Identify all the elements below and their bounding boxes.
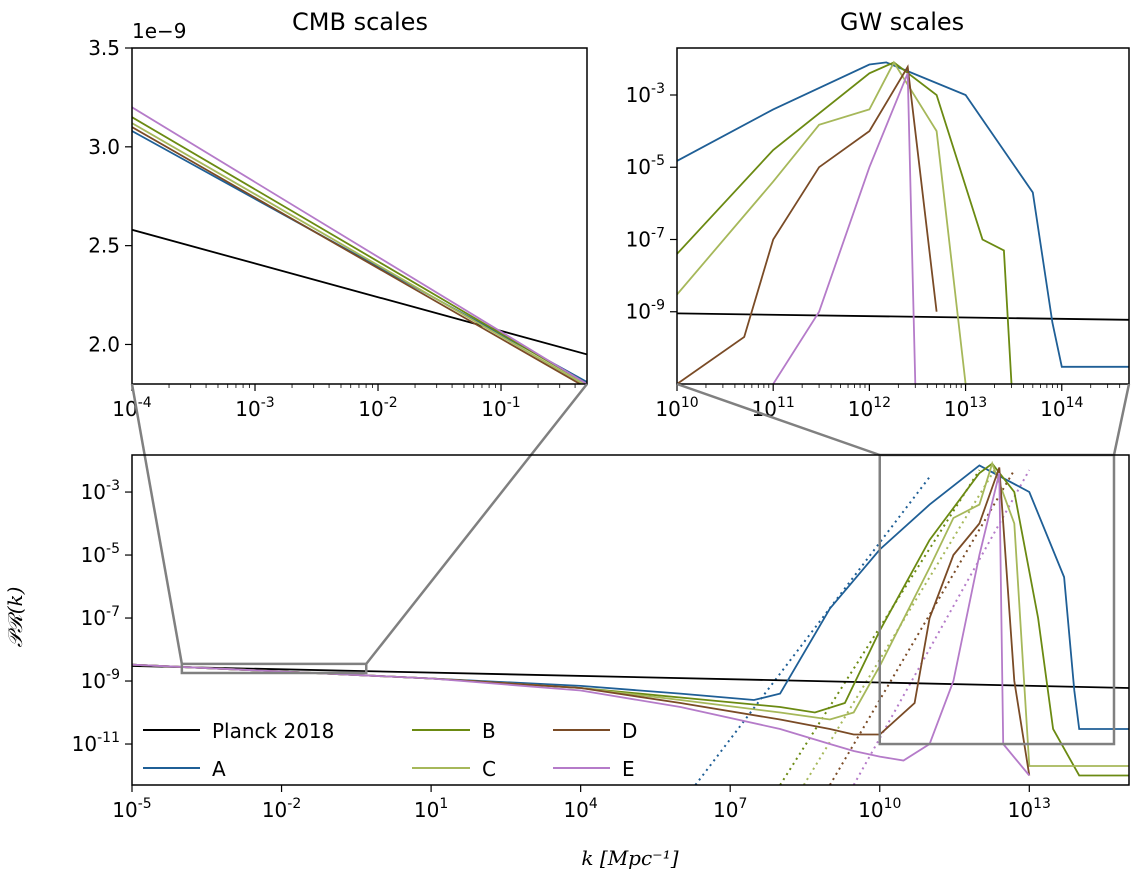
main-xtick-label: 104 [563, 796, 597, 822]
main-ytick-label: 10-9 [81, 667, 120, 693]
gw-xtick-label: 1014 [1040, 395, 1083, 421]
legend-label-d: D [622, 719, 637, 743]
main-dotted-a [694, 476, 931, 785]
zoom-connector-gw-left [676, 382, 881, 457]
main-xtick-label: 1010 [858, 796, 901, 822]
gw-xtick-label: 1013 [944, 395, 987, 421]
main-dotted-c [802, 469, 996, 785]
main-plot: 10-5 10-2 101 104 107 1010 1013 10-11 10-9 10-7 10… [72, 382, 1131, 822]
gw-series-d [677, 64, 938, 384]
main-xtick-label: 10-5 [112, 796, 151, 822]
main-series-e [132, 472, 1030, 777]
cmb-series-d [132, 126, 582, 384]
main-ytick-label: 10-11 [72, 730, 120, 756]
gw-series-b [677, 61, 1013, 384]
legend-label-e: E [622, 757, 635, 781]
gw-title: GW scales [840, 8, 964, 36]
cmb-series-e [132, 106, 587, 384]
zoom-connector-cmb-right [365, 383, 588, 665]
legend-label-planck: Planck 2018 [212, 719, 334, 743]
cmb-series-planck [132, 228, 587, 356]
legend-label-c: C [482, 757, 496, 781]
main-xtick-label: 101 [414, 796, 448, 822]
legend: Planck 2018 A B C D E [143, 719, 637, 781]
gw-series-planck [677, 312, 1129, 321]
gw-xtick-label: 1012 [848, 395, 891, 421]
main-ytick-label: 10-5 [81, 541, 120, 567]
main-xtick-label: 107 [713, 796, 747, 822]
gw-ytick-label: 10-9 [626, 298, 665, 324]
gw-ytick-label: 10-3 [626, 81, 665, 107]
main-axes-frame [131, 454, 1130, 786]
cmb-title: CMB scales [292, 8, 428, 36]
main-ytick-label: 10-3 [81, 478, 120, 504]
main-ytick-label: 10-7 [81, 604, 120, 630]
cmb-ytick-label: 3.5 [88, 36, 120, 60]
gw-axes-frame [676, 47, 1130, 385]
legend-label-b: B [482, 719, 496, 743]
main-dotted-d [829, 469, 1016, 785]
cmb-offset-label: 1e−9 [132, 19, 187, 43]
gw-series-c [677, 60, 967, 384]
zoom-box-cmb [180, 662, 368, 675]
legend-label-a: A [212, 757, 226, 781]
gw-ytick-label: 10-7 [626, 225, 665, 251]
cmb-series-b [132, 116, 587, 384]
gw-series-e [772, 72, 917, 384]
main-xlabel: k [Mpc⁻¹] [581, 846, 678, 870]
cmb-series-c [132, 122, 586, 384]
main-xtick-label: 1013 [1008, 796, 1051, 822]
gw-series-a [677, 61, 1129, 368]
gw-ytick-label: 10-5 [626, 153, 665, 179]
cmb-ytick-label: 2.5 [88, 234, 120, 258]
cmb-xtick-label: 10-3 [235, 395, 274, 421]
main-ylabel: 𝒫ℛ(k) [3, 587, 27, 648]
cmb-plot: 10-4 10-3 10-2 10-1 2.0 2.5 3.0 3.5 [88, 36, 588, 421]
cmb-xtick-label: 10-1 [481, 395, 520, 421]
main-xtick-label: 10-2 [262, 796, 301, 822]
cmb-axes-frame [131, 47, 588, 385]
gw-xtick-label: 1010 [655, 395, 698, 421]
cmb-ytick-label: 2.0 [88, 332, 120, 356]
zoom-connector-gw-right [1112, 383, 1131, 456]
cmb-xtick-label: 10-2 [358, 395, 397, 421]
cmb-ytick-label: 3.0 [88, 135, 120, 159]
main-series-d [132, 467, 1031, 776]
cmb-xtick-label: 10-4 [112, 395, 152, 421]
zoom-connector-cmb-left [130, 383, 184, 665]
main-series-planck [132, 665, 1129, 689]
